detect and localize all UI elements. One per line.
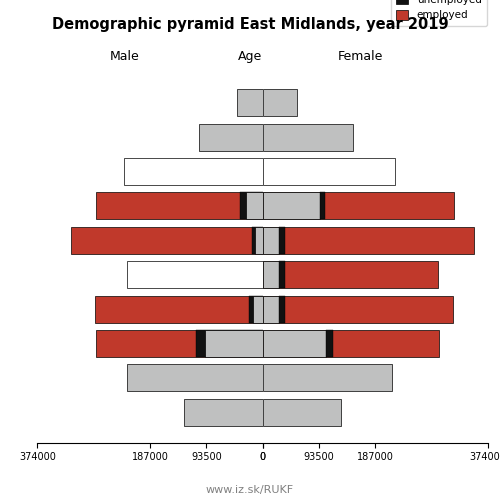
- Bar: [184, 399, 262, 425]
- Text: www.iz.sk/RUKF: www.iz.sk/RUKF: [206, 485, 294, 495]
- Bar: [262, 192, 320, 220]
- Bar: [127, 262, 262, 288]
- Legend: inactive, unemployed, employed: inactive, unemployed, employed: [390, 0, 487, 26]
- Bar: [262, 124, 352, 150]
- Bar: [71, 227, 262, 254]
- Text: Age: Age: [238, 50, 262, 63]
- Bar: [240, 192, 262, 220]
- Bar: [262, 330, 326, 357]
- Text: Female: Female: [338, 50, 382, 63]
- Text: 75: 75: [268, 132, 281, 142]
- Bar: [262, 399, 340, 425]
- Bar: [262, 296, 280, 322]
- Text: 55: 55: [268, 201, 281, 211]
- Bar: [96, 296, 262, 322]
- Text: 5: 5: [268, 373, 274, 383]
- Text: 85: 85: [268, 98, 281, 108]
- Bar: [237, 90, 262, 116]
- Bar: [196, 330, 262, 357]
- Text: Demographic pyramid East Midlands, year 2019: Demographic pyramid East Midlands, year …: [52, 18, 448, 32]
- Bar: [248, 296, 262, 322]
- Text: Male: Male: [110, 50, 140, 63]
- Text: 45: 45: [268, 236, 281, 246]
- Bar: [262, 90, 298, 116]
- Bar: [96, 330, 262, 357]
- Text: 15: 15: [268, 338, 281, 348]
- Bar: [200, 124, 262, 150]
- Bar: [262, 330, 439, 357]
- Text: 25: 25: [268, 304, 281, 314]
- Bar: [262, 262, 280, 288]
- Bar: [262, 262, 438, 288]
- Bar: [320, 192, 325, 220]
- Bar: [96, 192, 262, 220]
- Bar: [262, 192, 454, 220]
- Bar: [262, 364, 392, 392]
- Text: 0: 0: [268, 408, 274, 418]
- Bar: [262, 227, 474, 254]
- Bar: [252, 227, 262, 254]
- Bar: [246, 192, 262, 220]
- Text: 65: 65: [268, 166, 281, 176]
- Bar: [280, 296, 285, 322]
- Bar: [256, 227, 262, 254]
- Bar: [280, 262, 285, 288]
- Bar: [254, 296, 262, 322]
- Bar: [262, 158, 395, 185]
- Bar: [262, 296, 453, 322]
- Bar: [326, 330, 334, 357]
- Text: 35: 35: [268, 270, 281, 280]
- Bar: [262, 227, 280, 254]
- Bar: [124, 158, 262, 185]
- Bar: [127, 364, 262, 392]
- Bar: [280, 227, 285, 254]
- Bar: [206, 330, 262, 357]
